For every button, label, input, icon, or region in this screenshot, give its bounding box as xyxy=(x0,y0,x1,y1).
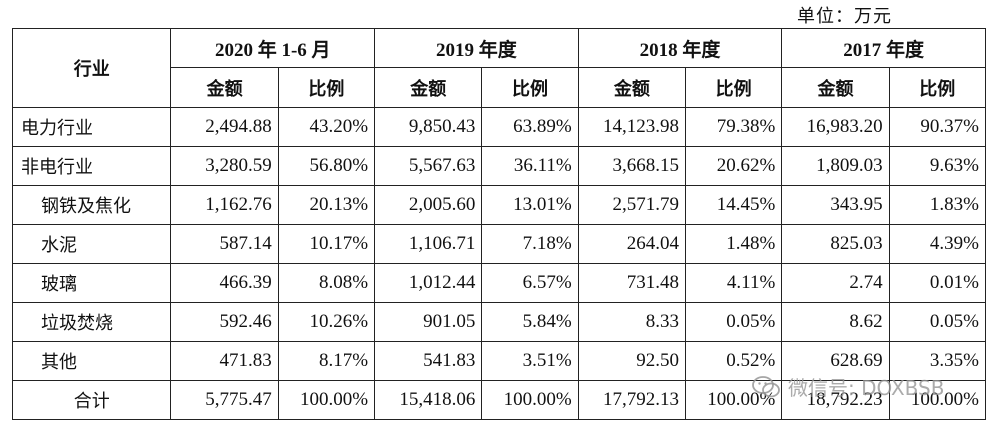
ratio-cell: 0.01% xyxy=(888,263,987,303)
ratio-cell: 100.00% xyxy=(888,380,987,420)
unit-label: 单位：万元 xyxy=(797,6,892,27)
ratio-cell: 8.08% xyxy=(277,263,376,303)
row-label: 非电行业 xyxy=(11,146,172,186)
amount-cell: 541.83 xyxy=(374,341,483,381)
ratio-cell: 6.57% xyxy=(481,263,579,303)
ratio-cell: 43.20% xyxy=(277,107,376,147)
amount-cell: 5,567.63 xyxy=(374,146,483,186)
ratio-cell: 10.26% xyxy=(277,302,376,342)
amount-cell: 92.50 xyxy=(577,341,687,381)
ratio-cell: 8.17% xyxy=(277,341,376,381)
amount-cell: 15,418.06 xyxy=(374,380,483,420)
ratio-cell: 0.05% xyxy=(684,302,783,342)
amount-cell: 1,162.76 xyxy=(170,185,279,225)
ratio-cell: 20.62% xyxy=(684,146,783,186)
amount-cell: 2,571.79 xyxy=(577,185,687,225)
header-row-periods: 行业 2020 年 1-6 月 2019 年度 2018 年度 2017 年度 xyxy=(11,28,986,108)
row-label: 玻璃 xyxy=(11,263,172,303)
amount-cell: 9,850.43 xyxy=(374,107,483,147)
amount-cell: 17,792.13 xyxy=(577,380,687,420)
header-ratio: 比例 xyxy=(277,67,376,108)
ratio-cell: 36.11% xyxy=(481,146,579,186)
table-row: 其他 471.83 8.17% 541.83 3.51% 92.50 0.52% 628.69… xyxy=(11,341,987,381)
row-label: 水泥 xyxy=(11,224,172,264)
header-amount: 金额 xyxy=(781,67,890,108)
row-label: 合计 xyxy=(11,380,172,420)
amount-cell: 1,106.71 xyxy=(374,224,483,264)
amount-cell: 628.69 xyxy=(781,341,890,381)
amount-cell: 8.33 xyxy=(577,302,687,342)
amount-cell: 8.62 xyxy=(781,302,890,342)
table-row: 电力行业 2,494.88 43.20% 9,850.43 63.89% 14,123.9… xyxy=(11,107,987,147)
ratio-cell: 1.83% xyxy=(888,185,987,225)
ratio-cell: 79.38% xyxy=(684,107,783,147)
amount-cell: 825.03 xyxy=(781,224,890,264)
ratio-cell: 90.37% xyxy=(888,107,987,147)
ratio-cell: 3.35% xyxy=(888,341,987,381)
table-row: 玻璃 466.39 8.08% 1,012.44 6.57% 731.48 4.11% 2.7… xyxy=(11,263,987,303)
ratio-cell: 20.13% xyxy=(277,185,376,225)
ratio-cell: 100.00% xyxy=(481,380,579,420)
amount-cell: 901.05 xyxy=(374,302,483,342)
ratio-cell: 63.89% xyxy=(481,107,579,147)
industry-revenue-table: 行业 2020 年 1-6 月 2019 年度 2018 年度 2017 年度 … xyxy=(11,28,987,420)
ratio-cell: 4.11% xyxy=(684,263,783,303)
amount-cell: 18,792.23 xyxy=(781,380,890,420)
row-label: 钢铁及焦化 xyxy=(11,185,172,225)
ratio-cell: 13.01% xyxy=(481,185,579,225)
amount-cell: 16,983.20 xyxy=(781,107,890,147)
row-label: 垃圾焚烧 xyxy=(11,302,172,342)
ratio-cell: 56.80% xyxy=(277,146,376,186)
header-row-metrics: 金额 比例 金额 比例 金额 比例 金额 比例 xyxy=(13,67,987,108)
table-row: 钢铁及焦化 1,162.76 20.13% 2,005.60 13.01% 2,571.7… xyxy=(11,185,987,225)
header-industry: 行业 xyxy=(11,28,172,108)
amount-cell: 3,280.59 xyxy=(170,146,279,186)
ratio-cell: 5.84% xyxy=(481,302,579,342)
amount-cell: 587.14 xyxy=(170,224,279,264)
table-row: 合计 5,775.47 100.00% 15,418.06 100.00% 17,792.… xyxy=(11,380,987,420)
header-ratio: 比例 xyxy=(888,67,987,108)
ratio-cell: 1.48% xyxy=(684,224,783,264)
table-row: 垃圾焚烧 592.46 10.26% 901.05 5.84% 8.33 0.05% 8.62… xyxy=(11,302,987,342)
amount-cell: 466.39 xyxy=(170,263,279,303)
amount-cell: 471.83 xyxy=(170,341,279,381)
table-row: 非电行业 3,280.59 56.80% 5,567.63 36.11% 3,668.15… xyxy=(11,146,987,186)
ratio-cell: 100.00% xyxy=(277,380,376,420)
ratio-cell: 0.05% xyxy=(888,302,987,342)
amount-cell: 2,494.88 xyxy=(170,107,279,147)
row-label: 电力行业 xyxy=(11,107,172,147)
header-ratio: 比例 xyxy=(684,67,783,108)
header-amount: 金额 xyxy=(577,67,687,108)
header-period-2017: 2017 年度 xyxy=(781,28,986,68)
ratio-cell: 100.00% xyxy=(684,380,783,420)
ratio-cell: 4.39% xyxy=(888,224,987,264)
row-label: 其他 xyxy=(11,341,172,381)
amount-cell: 731.48 xyxy=(577,263,687,303)
ratio-cell: 3.51% xyxy=(481,341,579,381)
header-period-2020h1: 2020 年 1-6 月 xyxy=(170,28,376,68)
header-amount: 金额 xyxy=(170,67,279,108)
header-period-2018: 2018 年度 xyxy=(577,28,783,68)
amount-cell: 3,668.15 xyxy=(577,146,687,186)
header-period-2019: 2019 年度 xyxy=(374,28,579,68)
ratio-cell: 0.52% xyxy=(684,341,783,381)
amount-cell: 592.46 xyxy=(170,302,279,342)
amount-cell: 1,809.03 xyxy=(781,146,890,186)
amount-cell: 343.95 xyxy=(781,185,890,225)
ratio-cell: 10.17% xyxy=(277,224,376,264)
amount-cell: 2,005.60 xyxy=(374,185,483,225)
header-ratio: 比例 xyxy=(481,67,579,108)
table-row: 水泥 587.14 10.17% 1,106.71 7.18% 264.04 1.48% 82… xyxy=(11,224,987,264)
amount-cell: 1,012.44 xyxy=(374,263,483,303)
amount-cell: 14,123.98 xyxy=(577,107,687,147)
ratio-cell: 14.45% xyxy=(684,185,783,225)
amount-cell: 264.04 xyxy=(577,224,687,264)
header-amount: 金额 xyxy=(374,67,483,108)
ratio-cell: 9.63% xyxy=(888,146,987,186)
ratio-cell: 7.18% xyxy=(481,224,579,264)
amount-cell: 5,775.47 xyxy=(170,380,279,420)
amount-cell: 2.74 xyxy=(781,263,890,303)
